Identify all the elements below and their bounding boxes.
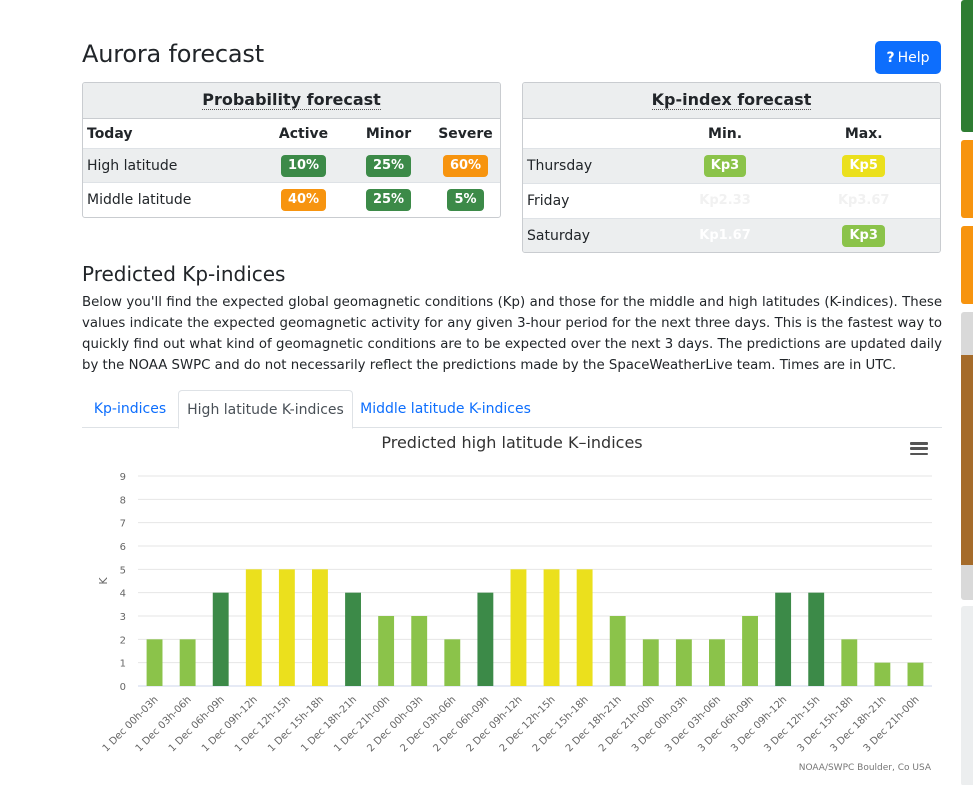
probability-row-middle: Middle latitude 40% 25% 5% [83,182,500,216]
kp-max-value: Kp3.67 [837,193,890,208]
day-label: Thursday [527,158,593,174]
bar [510,569,527,686]
bar [345,592,361,686]
kp-row-saturday: Saturday Kp1.67 Kp3 [523,218,940,252]
bar [642,639,659,686]
chart-title: Predicted high latitude K–indices [381,433,643,452]
bar [146,639,163,686]
edge-orange-strip [961,226,973,304]
bar [609,616,626,686]
header-minor: Minor [365,125,412,142]
page-title: Aurora forecast [82,40,264,68]
chart-credits: NOAA/SWPC Boulder, Co USA [798,763,931,773]
active-badge: 10% [280,154,327,177]
chart-menu-icon[interactable] [910,442,928,456]
y-tick-label: 4 [120,589,126,600]
y-tick-label: 6 [120,542,126,553]
kp-max-badge: Kp5 [842,155,885,177]
probability-row-high: High latitude 10% 25% 60% [83,148,500,182]
y-tick-label: 8 [120,495,126,506]
y-axis-label: K [97,577,110,585]
bar [808,592,825,686]
y-tick-label: 7 [120,519,126,530]
bar [742,616,758,686]
kp-row-thursday: Thursday Kp3 Kp5 [523,148,940,183]
tab-middle-latitude[interactable]: Middle latitude K-indices [360,401,531,417]
day-label: Saturday [527,228,591,244]
bar [179,639,196,686]
severe-badge: 5% [447,188,484,211]
header-max: Max. [844,125,883,142]
row-label: Middle latitude [87,191,192,208]
bar [709,639,725,686]
active-badge: 40% [280,188,327,211]
severe-badge: 60% [442,154,489,177]
bar [245,569,262,686]
header-severe: Severe [438,125,493,142]
bar [278,569,295,686]
bar [411,616,428,686]
kp-header-row: Min. Max. [523,119,940,148]
bar [477,592,494,686]
edge-orange-strip [961,140,973,218]
y-tick-label: 1 [120,659,126,670]
bar [775,592,792,686]
edge-image [961,355,973,565]
help-button[interactable]: ? Help [875,41,941,74]
bar [312,569,328,686]
edge-panel [961,606,973,785]
kp-min-value: Kp2.33 [699,193,751,208]
kp-index-forecast-title: Kp-index forecast [523,83,940,119]
kp-row-friday: Friday Kp2.33 Kp3.67 [523,183,940,218]
bar [874,662,891,686]
header-min: Min. [708,125,743,142]
kp-index-forecast-card: Kp-index forecast Min. Max. Thursday Kp3… [522,82,941,253]
y-tick-label: 9 [120,472,126,483]
bar [675,639,692,686]
question-icon: ? [886,49,895,66]
probability-forecast-card: Probability forecast Today Active Minor … [82,82,501,218]
bar [212,592,229,686]
edge-green-strip [961,0,973,132]
bar [841,639,858,686]
minor-badge: 25% [365,154,412,177]
bar [907,662,924,686]
predicted-kp-title: Predicted Kp-indices [82,262,286,286]
header-active: Active [278,125,329,142]
tab-kp-indices[interactable]: Kp-indices [93,401,167,417]
day-label: Friday [527,193,570,209]
tab-high-latitude[interactable]: High latitude K-indices [178,390,353,429]
x-tick-label: 1 Dec 00h-03h [101,694,161,754]
y-tick-label: 3 [120,612,126,623]
kp-max-badge: Kp3 [842,225,885,247]
header-today: Today [87,125,133,142]
row-label: High latitude [87,157,178,174]
probability-header-row: Today Active Minor Severe [83,119,500,148]
predicted-description: Below you'll find the expected global ge… [82,295,942,373]
y-tick-label: 5 [120,565,126,576]
bar [444,639,461,686]
bar [576,569,593,686]
y-tick-label: 0 [120,682,126,693]
bar [543,569,560,686]
bar [378,616,395,686]
minor-badge: 25% [365,188,412,211]
chart-container: Predicted high latitude K–indices 0 1 2 3 4 5… [82,428,942,780]
y-tick-label: 2 [120,635,126,646]
help-label: Help [897,49,930,66]
probability-forecast-title: Probability forecast [83,83,500,119]
chart-tabs: Kp-indices High latitude K-indices Middl… [82,390,942,429]
kp-min-badge: Kp3 [703,155,747,177]
kp-min-value: Kp1.67 [699,228,751,243]
